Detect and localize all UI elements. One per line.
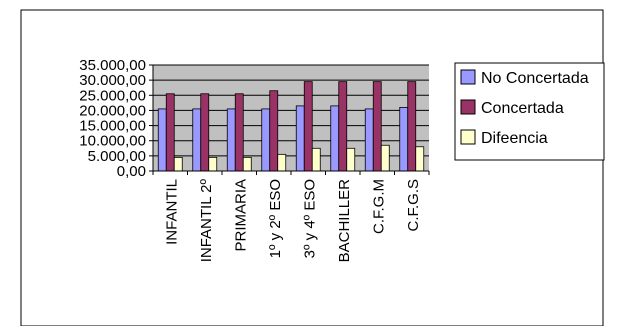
legend: No Concertada Concertada Difeencia <box>454 62 605 161</box>
bar <box>157 108 167 172</box>
bar <box>380 144 390 172</box>
bar <box>200 93 210 172</box>
bar <box>399 107 409 172</box>
legend-label: No Concertada <box>481 70 589 87</box>
y-tick-label: 25.000,00 <box>79 87 146 104</box>
bar <box>261 108 271 172</box>
x-tick-label: C.F.G.M <box>370 179 387 234</box>
bar <box>173 156 183 172</box>
y-tick-label: 10.000,00 <box>79 133 146 150</box>
y-tick-label: 20.000,00 <box>79 102 146 119</box>
x-tick-label: PRIMARIA <box>232 179 249 252</box>
bar <box>277 153 287 172</box>
x-tick-label: INFANTIL 2º <box>198 178 215 262</box>
bar <box>295 105 305 172</box>
x-tick-label: 3º y 4º ESO <box>301 179 318 258</box>
y-tick-label: 15.000,00 <box>79 118 146 135</box>
x-tick-label: 1º y 2º ESO <box>267 179 284 258</box>
legend-box <box>454 62 605 161</box>
bar <box>330 105 340 172</box>
bar <box>208 156 218 172</box>
bar <box>372 81 382 172</box>
bar <box>338 81 348 172</box>
bar <box>242 156 252 172</box>
legend-swatch <box>460 99 476 115</box>
bar <box>269 90 279 172</box>
bar <box>165 93 175 172</box>
bar <box>234 93 244 172</box>
bar <box>303 81 313 172</box>
bar <box>192 108 202 172</box>
bar <box>415 146 425 172</box>
bar <box>226 108 236 172</box>
y-tick-label: 5.000,00 <box>88 148 146 165</box>
y-tick-label: 30.000,00 <box>79 72 146 89</box>
legend-swatch <box>460 69 476 85</box>
y-tick-label: 35.000,00 <box>79 57 146 74</box>
legend-swatch <box>460 129 476 145</box>
bar <box>364 108 374 172</box>
bar <box>346 147 356 172</box>
x-tick-label: C.F.G.S <box>405 179 422 232</box>
x-tick-label: INFANTIL <box>163 179 180 245</box>
legend-label: Concertada <box>481 100 564 117</box>
bar <box>311 147 321 172</box>
plot-area: 35.000,0030.000,0025.000,0020.000,0015.0… <box>79 57 430 263</box>
y-tick-label: 0,00 <box>117 163 146 180</box>
legend-label: Difeencia <box>481 130 548 147</box>
x-tick-label: BACHILLER <box>336 179 353 263</box>
bar <box>407 81 417 172</box>
